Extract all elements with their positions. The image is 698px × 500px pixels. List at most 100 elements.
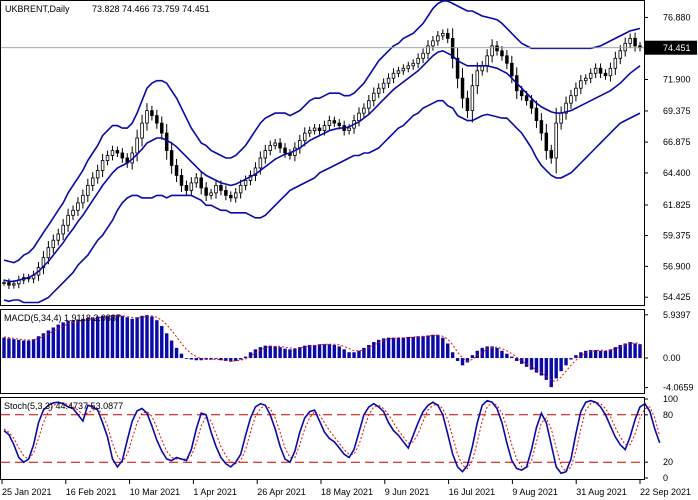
- candle-up: [391, 72, 396, 79]
- macd-bar: [179, 353, 184, 359]
- macd-bar: [593, 350, 598, 359]
- instrument-ohlc: 73.828 74.466 73.759 74.451: [92, 4, 210, 14]
- macd-bar: [431, 334, 435, 359]
- date-tick-label: 9 Aug 2021: [512, 487, 558, 497]
- candle-up: [51, 239, 56, 249]
- macd-bar: [485, 346, 489, 359]
- macd-bar: [120, 315, 125, 359]
- candle-down: [204, 187, 208, 196]
- candle-up: [386, 77, 391, 84]
- candle-up: [475, 70, 480, 87]
- candle-up: [470, 85, 475, 112]
- macd-bar: [130, 318, 134, 359]
- macd-bar: [376, 339, 381, 359]
- macd-bar: [164, 333, 169, 359]
- stoch-plot: [1, 399, 661, 475]
- price-tick-label: 76.880: [663, 12, 691, 22]
- candle-down: [549, 150, 554, 159]
- macd-bar: [554, 358, 558, 379]
- macd-bar: [421, 336, 425, 359]
- macd-bar: [510, 356, 514, 359]
- candle-up: [574, 87, 578, 97]
- macd-bar: [357, 350, 361, 359]
- candle-up: [12, 283, 16, 286]
- macd-bar: [475, 350, 480, 359]
- candle-up: [100, 160, 105, 171]
- candle-up: [2, 282, 6, 284]
- candle-up: [307, 130, 312, 134]
- candle-down: [283, 147, 287, 154]
- candle-up: [86, 184, 90, 196]
- macd-bar: [480, 347, 484, 359]
- macd-bar: [307, 344, 312, 359]
- candle-down: [465, 97, 470, 112]
- date-tick-label: 22 Sep 2021: [640, 487, 691, 497]
- macd-bar: [312, 344, 317, 359]
- macd-bar: [386, 337, 391, 359]
- candle-up: [381, 82, 386, 89]
- candle-up: [569, 95, 573, 104]
- macd-bar: [263, 345, 268, 359]
- macd-bar: [524, 358, 529, 367]
- candle-down: [598, 67, 603, 74]
- macd-bar: [91, 317, 95, 359]
- macd-bar: [559, 358, 563, 372]
- candle-down: [199, 177, 203, 189]
- macd-title: MACD(5,34,4) 1.9118 2.0337: [4, 313, 121, 323]
- candle-up: [347, 127, 351, 131]
- macd-bar: [446, 343, 450, 359]
- candle-up: [233, 192, 238, 199]
- candle-up: [90, 177, 95, 186]
- candle-up: [421, 52, 425, 59]
- date-axis: 25 Jan 2021 16 Feb 2021 10 Mar 2021 1 Apr 2…: [1, 480, 691, 497]
- macd-bar: [608, 349, 613, 359]
- candle-up: [189, 182, 194, 191]
- macd-bar: [268, 345, 272, 359]
- macd-bar: [327, 344, 332, 359]
- macd-bar: [145, 315, 149, 359]
- candle-up: [554, 122, 558, 159]
- macd-bar: [36, 336, 41, 359]
- macd-bar: [253, 349, 258, 359]
- macd-bar: [209, 358, 213, 360]
- bollinger-lower-band: [3, 99, 641, 304]
- candle-up: [214, 184, 218, 194]
- macd-bar: [455, 358, 460, 361]
- candle-down: [519, 90, 524, 97]
- candle-up: [243, 180, 248, 186]
- bollinger-middle-band: [3, 49, 641, 283]
- macd-bar: [505, 353, 509, 359]
- stoch-tick-label: 100: [663, 394, 678, 404]
- candle-down: [229, 194, 233, 199]
- macd-bar: [273, 346, 277, 359]
- stoch-tick-label: 0: [663, 473, 668, 483]
- candle-up: [376, 87, 381, 94]
- macd-bar: [105, 315, 110, 359]
- macd-bar: [381, 338, 386, 359]
- macd-bar: [544, 358, 549, 380]
- price-tick-label: 71.900: [663, 74, 691, 84]
- macd-bar: [352, 352, 356, 359]
- candle-up: [135, 137, 139, 154]
- macd-bar: [362, 347, 366, 359]
- candle-up: [401, 67, 406, 72]
- macd-axis: 5.9397 0.00 -4.0659: [644, 310, 694, 393]
- candle-up: [110, 150, 115, 156]
- instrument-title: UKBRENT,Daily: [5, 4, 70, 14]
- macd-bar: [150, 316, 154, 359]
- macd-bar: [184, 358, 189, 359]
- candle-down: [224, 189, 228, 196]
- macd-bar: [81, 318, 85, 359]
- macd-bar: [258, 347, 263, 359]
- bollinger-upper-band: [3, 0, 641, 264]
- candle-up: [273, 142, 277, 146]
- candle-up: [416, 57, 420, 64]
- macd-bar: [189, 358, 194, 360]
- candle-up: [258, 157, 263, 169]
- candle-down: [174, 165, 179, 176]
- price-tick-label: 69.375: [663, 106, 691, 116]
- macd-bar: [219, 358, 223, 361]
- candle-up: [628, 37, 632, 44]
- macd-bar: [426, 335, 430, 359]
